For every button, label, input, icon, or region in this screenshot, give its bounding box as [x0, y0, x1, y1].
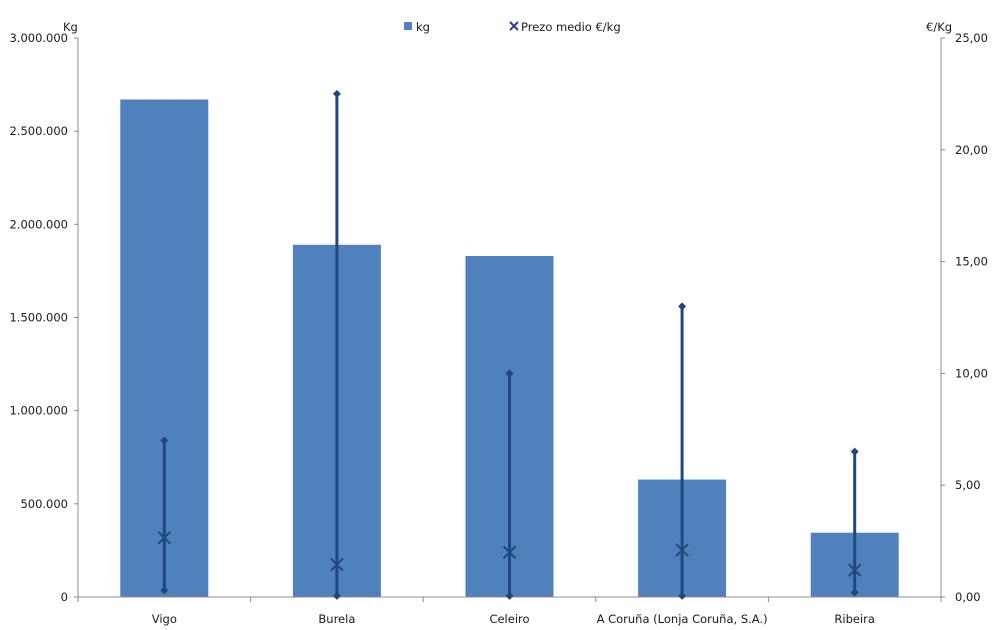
x-tick-label: Burela: [318, 612, 355, 626]
price-max-marker: [160, 436, 169, 445]
y-right-tick-label: 5,00: [955, 478, 981, 492]
y-left-tick-label: 2.000.000: [9, 217, 68, 231]
x-tick-label: A Coruña (Lonja Coruña, S.A.): [597, 612, 768, 626]
y-right-tick-label: 0,00: [955, 590, 981, 604]
x-tick-label: Celeiro: [489, 612, 529, 626]
price-mean-marker: [157, 531, 172, 545]
y-right-tick-label: 15,00: [955, 255, 988, 269]
price-max-marker: [332, 89, 341, 98]
legend-label-price: Prezo medio €/kg: [521, 20, 621, 34]
price-mean-marker: [847, 563, 862, 577]
price-max-marker: [678, 302, 687, 311]
price-min-marker: [332, 591, 341, 600]
price-mean-marker: [330, 557, 344, 572]
price-min-marker: [850, 588, 859, 597]
y-left-tick-label: 3.000.000: [9, 31, 68, 45]
y-left-tick-label: 0: [61, 590, 68, 604]
y-right-tick-label: 25,00: [955, 31, 988, 45]
y-left-tick-label: 1.000.000: [9, 404, 68, 418]
y-right-tick-label: 20,00: [955, 143, 988, 157]
price-mean-marker: [675, 543, 689, 557]
legend-swatch-price: [509, 21, 519, 31]
price-max-marker: [850, 447, 859, 456]
price-min-marker: [505, 591, 514, 600]
y-left-tick-label: 500.000: [20, 497, 68, 511]
legend-swatch-kg: [404, 22, 412, 30]
price-min-marker: [678, 591, 687, 600]
x-tick-label: Vigo: [152, 612, 177, 626]
y-left-tick-label: 2.500.000: [9, 124, 68, 138]
y-right-axis-label: €/Kg: [926, 20, 952, 34]
legend-label-kg: kg: [416, 20, 430, 34]
price-min-marker: [160, 586, 169, 595]
x-tick-label: Ribeira: [834, 612, 875, 626]
y-right-tick-label: 10,00: [955, 366, 988, 380]
y-left-tick-label: 1.500.000: [9, 311, 68, 325]
price-mean-marker: [502, 545, 517, 559]
price-max-marker: [505, 369, 514, 378]
y-left-axis-label: Kg: [63, 20, 78, 34]
